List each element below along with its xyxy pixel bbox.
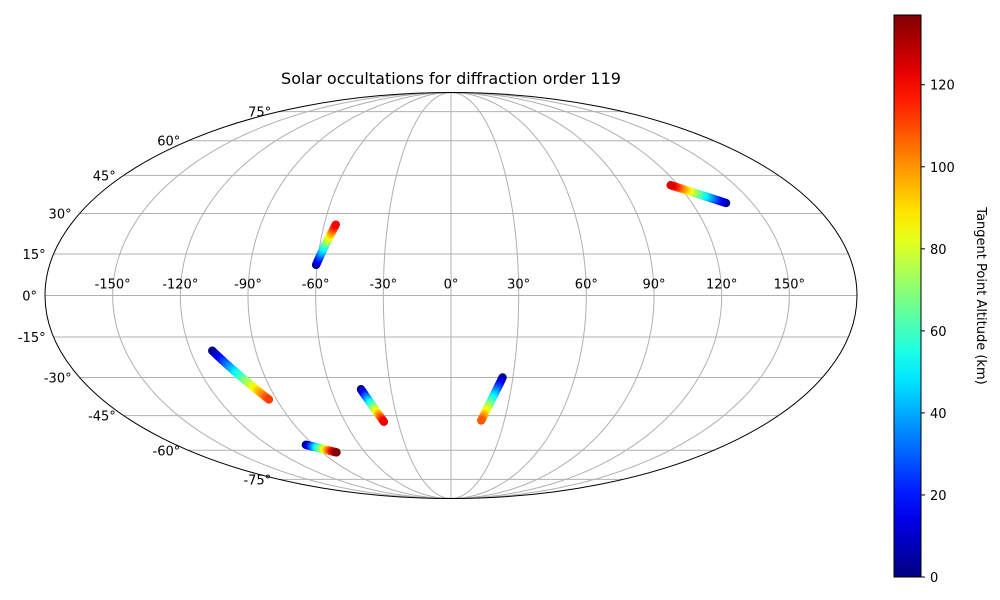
latitude-tick-label: -15° — [18, 331, 46, 346]
longitude-tick-label: -90° — [234, 278, 262, 293]
colorbar-tick-label: 60 — [930, 325, 947, 340]
longitude-gridline — [450, 92, 587, 499]
latitude-tick-label: 0° — [22, 290, 37, 305]
longitude-gridline — [315, 92, 452, 499]
longitude-gridline — [450, 92, 723, 499]
graticule — [45, 92, 857, 499]
data-point — [264, 395, 274, 404]
longitude-tick-label: 60° — [575, 278, 598, 293]
occultation-track — [356, 385, 389, 426]
latitude-tick-label: 75° — [248, 106, 271, 121]
map-area: -150° -120° -90° -60° -30° 0° 30° 60° 90° 120° 150… — [18, 92, 858, 499]
data-point — [666, 181, 675, 190]
colorbar-tick-label: 40 — [930, 407, 947, 422]
longitude-tick-label: -120° — [162, 278, 198, 293]
latitude-tick-labels: -75° -60° -45° -30° -15° 0° 15° 30° 45° 60° 75° — [18, 106, 271, 489]
latitude-tick-label: -45° — [88, 410, 116, 425]
longitude-tick-label: 90° — [642, 278, 665, 293]
map-boundary — [44, 92, 858, 499]
data-points — [208, 181, 731, 457]
latitude-tick-label: -30° — [44, 372, 72, 387]
longitude-gridline — [112, 92, 452, 499]
longitude-tick-label: 30° — [507, 278, 530, 293]
occultation-track — [208, 346, 274, 404]
data-point — [477, 416, 486, 425]
colorbar-gradient — [893, 14, 922, 578]
longitude-tick-label: 0° — [444, 278, 459, 293]
latitude-tick-label: 15° — [23, 248, 46, 263]
longitude-tick-label: -60° — [302, 278, 330, 293]
occultation-track — [477, 373, 507, 425]
longitude-gridline — [450, 92, 520, 499]
latitude-tick-label: -75° — [243, 473, 271, 488]
colorbar-ticks: 0 20 40 60 80 100 120 — [921, 79, 955, 586]
colorbar: 0 20 40 60 80 100 120 Tangent Point Altitude (… — [893, 14, 988, 586]
latitude-tick-label: -60° — [153, 444, 181, 459]
colorbar-tick-label: 100 — [930, 161, 955, 176]
data-point — [332, 448, 341, 457]
occultation-track — [301, 440, 341, 457]
chart-title: Solar occultations for diffraction order… — [281, 69, 621, 88]
data-point — [379, 417, 389, 426]
latitude-tick-label: 60° — [157, 135, 180, 150]
colorbar-tick-label: 120 — [930, 79, 955, 94]
longitude-tick-labels: -150° -120° -90° -60° -30° 0° 30° 60° 90° 120° 150… — [95, 278, 805, 293]
latitude-tick-label: 45° — [93, 169, 116, 184]
longitude-tick-label: 120° — [706, 278, 737, 293]
longitude-gridline — [450, 92, 655, 499]
occultation-track — [311, 220, 340, 270]
colorbar-tick-label: 20 — [930, 489, 947, 504]
longitude-gridline — [382, 92, 452, 499]
longitude-tick-label: -30° — [369, 278, 397, 293]
data-point — [331, 220, 340, 229]
longitude-tick-label: -150° — [95, 278, 131, 293]
colorbar-tick-label: 0 — [930, 571, 938, 586]
longitude-tick-label: 150° — [774, 278, 805, 293]
longitude-gridline — [450, 92, 790, 499]
occultation-track — [666, 181, 731, 208]
colorbar-label: Tangent Point Altitude (km) — [973, 206, 988, 384]
longitude-gridline — [179, 92, 452, 499]
latitude-tick-label: 30° — [49, 207, 72, 222]
colorbar-tick-label: 80 — [930, 243, 947, 258]
